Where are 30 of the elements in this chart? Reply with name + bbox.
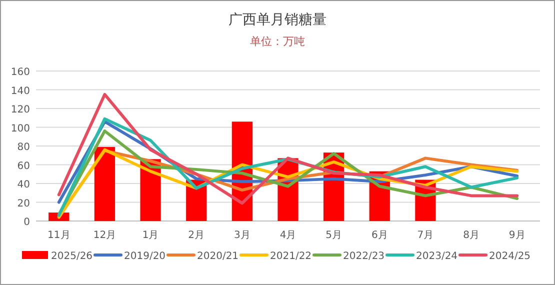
y-tick-label: 60 [17,160,30,172]
x-tick-label: 5月 [326,230,342,241]
legend-label: 2024/25 [489,251,531,262]
x-tick-label: 12月 [93,230,116,241]
x-tick-label: 3月 [234,230,250,241]
legend-label: 2023/24 [416,251,458,262]
legend-label: 2025/26 [51,251,93,262]
x-tick-label: 11月 [48,230,70,241]
x-tick-label: 1月 [142,230,159,241]
y-tick-label: 40 [17,180,30,190]
y-tick-label: 0 [24,217,30,228]
x-tick-label: 7月 [417,230,434,241]
y-tick-label: 100 [10,123,30,134]
bar [94,146,116,221]
y-tick-label: 140 [10,86,30,97]
y-tick-label: 160 [10,67,30,78]
legend-label: 2022/23 [343,251,385,262]
legend-label: 2019/20 [124,251,166,262]
y-tick-label: 80 [17,142,30,153]
y-tick-label: 120 [10,104,30,116]
subtitle: 单位：万吨 [250,35,305,48]
y-tick-label: 20 [17,198,30,210]
x-tick-label: 8月 [463,230,480,241]
legend-label: 2020/21 [197,251,239,262]
title: 广西单月销糖量 [228,12,326,28]
x-tick-label: 9月 [508,230,526,241]
legend-label: 2021/22 [270,251,312,262]
x-tick-label: 4月 [280,230,296,241]
x-tick-label: 6月 [371,230,388,241]
x-tick-label: 2月 [188,230,205,241]
